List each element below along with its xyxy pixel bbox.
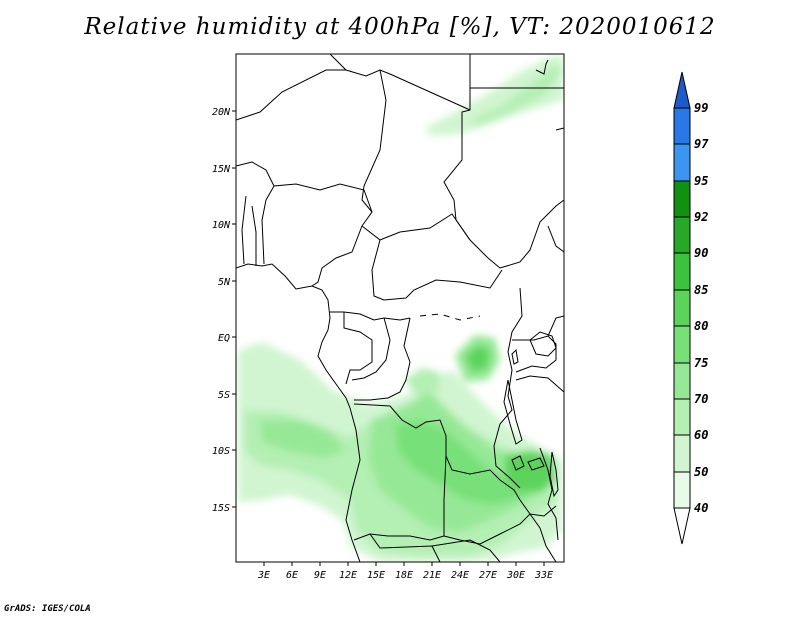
humidity-region-west [260, 420, 345, 458]
humidity-region-northeast [425, 56, 564, 136]
lat-label-20n: 20N [212, 107, 231, 118]
lon-label-27e: 27E [479, 570, 497, 581]
colorbar-band-95-97 [673, 143, 691, 182]
lat-label-5s: 5S [218, 390, 230, 401]
lon-label-33e: 33E [534, 570, 553, 581]
border-algeria-libya [329, 54, 471, 111]
boundaries [236, 54, 564, 562]
coastline-red-sea [535, 59, 549, 75]
colorbar-band-90-92 [673, 216, 691, 254]
lake-malawi [549, 451, 559, 498]
colorbar-label-97: 97 [694, 137, 709, 151]
lake-mweru [511, 455, 525, 471]
humidity-region-northeast-inner [470, 64, 562, 126]
colorbar-band-85-90 [673, 252, 691, 291]
lon-label-21e: 21E [423, 570, 441, 581]
border-burkina [236, 161, 275, 187]
border-drc-east [493, 287, 523, 489]
colorbar-label-95: 95 [694, 174, 708, 188]
map-frame [235, 53, 565, 563]
humidity-region-eq [404, 368, 440, 396]
border-cameroon-south [330, 311, 411, 321]
border-niger-chad [361, 69, 387, 213]
border-kenya [547, 315, 564, 337]
lon-label-15e: 15E [367, 570, 385, 581]
colorbar-label-70: 70 [694, 392, 708, 406]
lat-label-5n: 5N [218, 277, 231, 288]
border-mali-niger [236, 69, 346, 121]
lat-axis: 20N 15N 10N 5N EQ 5S 10S 15S [212, 107, 236, 514]
humidity-region-core [395, 420, 548, 505]
colorbar-label-50: 50 [694, 465, 708, 479]
lake-kivu [511, 348, 519, 365]
colorbar-label-60: 60 [694, 428, 708, 442]
border-uganda [512, 335, 557, 373]
border-malawi [539, 447, 559, 541]
colorbar-band-60-70 [673, 398, 691, 436]
congo-river [419, 313, 481, 321]
border-chad-sudan [443, 54, 489, 259]
lat-label-10n: 10N [212, 220, 231, 231]
border-cameroon-car [361, 225, 503, 301]
humidity-region-east [505, 450, 556, 492]
lake-bangweulu [527, 457, 545, 471]
colorbar-label-90: 90 [694, 246, 708, 260]
border-benin [261, 199, 267, 265]
border-togo [241, 195, 247, 265]
lon-label-12e: 12E [339, 570, 357, 581]
colorbar-band-50-60 [673, 434, 691, 473]
coastline [236, 263, 361, 562]
lon-label-30e: 30E [506, 570, 525, 581]
colorbar-labels: 99 97 95 92 90 85 80 75 70 60 50 40 [694, 101, 709, 515]
border-ghana [251, 205, 257, 266]
border-mozambique [519, 499, 557, 562]
border-tanzania [515, 375, 564, 393]
colorbar-label-80: 80 [694, 319, 708, 333]
lat-label-15s: 15S [212, 503, 230, 514]
lake-tanganyika [503, 379, 523, 445]
colorbar-top-arrow [673, 71, 691, 109]
colorbar-band-75-80 [673, 325, 691, 364]
border-congo [351, 317, 391, 381]
colorbar-bottom-arrow [673, 507, 691, 545]
lat-label-eq: EQ [218, 333, 230, 344]
colorbar [673, 71, 691, 545]
colorbar-band-97-99 [673, 107, 691, 145]
grads-credit: GrADS: IGES/COLA [4, 604, 91, 614]
border-nigeria [265, 183, 373, 287]
colorbar-label-85: 85 [694, 283, 708, 297]
colorbar-label-75: 75 [694, 356, 708, 370]
lat-label-15n: 15N [212, 164, 231, 175]
colorbar-label-99: 99 [694, 101, 708, 115]
colorbar-band-92-95 [673, 180, 691, 218]
border-angola-zambia [353, 455, 447, 541]
border-drc-angola [353, 403, 521, 501]
colorbar-band-70-75 [673, 362, 691, 400]
border-ethiopia [547, 225, 564, 253]
humidity-region-lake-core [465, 345, 490, 372]
border-drc-north [354, 317, 411, 401]
colorbar-band-40-50 [673, 471, 691, 509]
colorbar-label-92: 92 [694, 210, 708, 224]
border-car-chad [379, 213, 471, 241]
lon-axis: 3E 6E 9E 12E 15E 18E 21E 24E 27E 30E 33E [257, 562, 553, 581]
border-botswana [431, 539, 501, 562]
border-ethiopia-sudan [555, 127, 564, 131]
lon-label-3e: 3E [257, 570, 270, 581]
lon-label-24e: 24E [451, 570, 469, 581]
border-sudan-ssudan [487, 199, 564, 269]
colorbar-label-40: 40 [694, 501, 708, 515]
lon-label-6e: 6E [286, 570, 298, 581]
lat-label-10s: 10S [212, 446, 230, 457]
border-namibia [369, 533, 441, 562]
border-gabon [343, 312, 373, 385]
colorbar-band-80-85 [673, 289, 691, 327]
lon-label-9e: 9E [314, 570, 326, 581]
lon-label-18e: 18E [395, 570, 413, 581]
humidity-field [238, 56, 564, 562]
lake-victoria [529, 331, 557, 357]
map-title: Relative humidity at 400hPa [%], VT: 202… [84, 14, 716, 40]
